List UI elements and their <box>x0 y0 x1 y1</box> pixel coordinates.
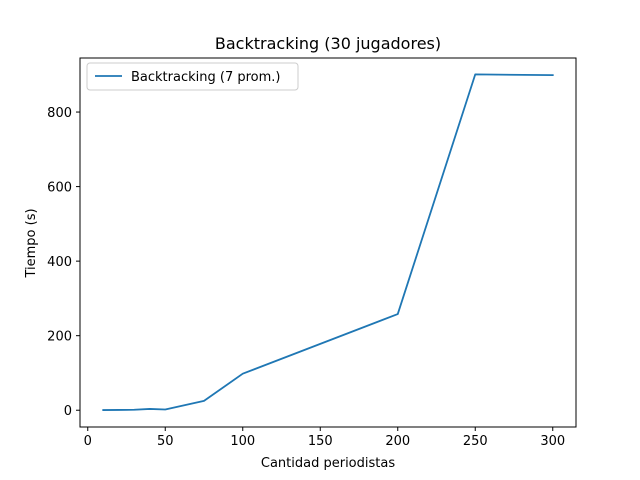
y-tick-label: 200 <box>47 330 72 345</box>
legend: Backtracking (7 prom.) <box>86 62 299 91</box>
y-tick-label: 600 <box>47 181 72 196</box>
x-axis-label: Cantidad periodistas <box>261 456 395 471</box>
x-tick-label: 100 <box>230 434 255 449</box>
axes-frame <box>79 57 577 428</box>
legend-box <box>86 62 299 91</box>
x-tick-label: 0 <box>84 434 92 449</box>
series-line <box>102 73 554 411</box>
legend-series-label: Backtracking (7 prom.) <box>131 70 281 85</box>
x-tick-label: 50 <box>157 434 174 449</box>
chart-title: Backtracking (30 jugadores) <box>215 34 441 53</box>
y-tick-label: 400 <box>47 255 72 270</box>
y-axis-label: Tiempo (s) <box>24 208 39 278</box>
y-axis-ticks: 0 200 400 600 800 <box>47 106 80 419</box>
x-tick-label: 200 <box>385 434 410 449</box>
x-tick-label: 150 <box>308 434 333 449</box>
series-layer <box>102 73 554 411</box>
x-tick-label: 300 <box>540 434 565 449</box>
x-axis-ticks: 0 50 100 150 200 250 300 <box>84 427 565 449</box>
y-tick-label: 0 <box>64 404 72 419</box>
y-tick-label: 800 <box>47 106 72 121</box>
x-tick-label: 250 <box>463 434 488 449</box>
